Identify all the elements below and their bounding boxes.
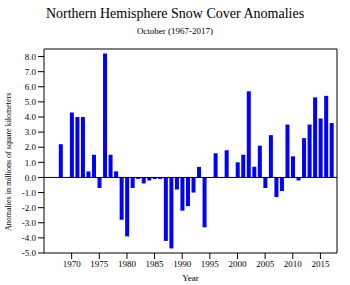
svg-text:Year: Year bbox=[182, 273, 199, 283]
svg-text:5.0: 5.0 bbox=[25, 97, 37, 107]
svg-text:1980: 1980 bbox=[118, 259, 137, 269]
svg-text:-1.0: -1.0 bbox=[22, 188, 37, 198]
svg-text:1990: 1990 bbox=[173, 259, 192, 269]
svg-text:1975: 1975 bbox=[90, 259, 109, 269]
html-text:Northern Hemisphere Snow Cover: Northern Hemisphere Snow Cover Anomalies bbox=[45, 6, 305, 21]
svg-text:2015: 2015 bbox=[311, 259, 330, 269]
svg-text:2000: 2000 bbox=[228, 259, 247, 269]
svg-text:8.0: 8.0 bbox=[25, 52, 37, 62]
svg-text:1.0: 1.0 bbox=[25, 158, 37, 168]
svg-text:1995: 1995 bbox=[201, 259, 220, 269]
svg-text:6.0: 6.0 bbox=[25, 82, 37, 92]
svg-text:2010: 2010 bbox=[284, 259, 303, 269]
svg-text:1970: 1970 bbox=[63, 259, 82, 269]
html-text:October (1967-2017): October (1967-2017) bbox=[136, 26, 214, 36]
svg-text:Anomalies in millions of squar: Anomalies in millions of square kilomete… bbox=[8, 93, 13, 231]
svg-text:-2.0: -2.0 bbox=[22, 203, 37, 213]
svg-text:7.0: 7.0 bbox=[25, 67, 37, 77]
svg-text:1985: 1985 bbox=[146, 259, 165, 269]
svg-text:2005: 2005 bbox=[256, 259, 275, 269]
svg-text:4.0: 4.0 bbox=[25, 112, 37, 122]
svg-text:-4.0: -4.0 bbox=[22, 233, 37, 243]
svg-text:3.0: 3.0 bbox=[25, 127, 37, 137]
svg-text:-5.0: -5.0 bbox=[22, 248, 37, 258]
svg-text:0.0: 0.0 bbox=[25, 173, 37, 183]
svg-text:2.0: 2.0 bbox=[25, 142, 37, 152]
svg-text:-3.0: -3.0 bbox=[22, 218, 37, 228]
